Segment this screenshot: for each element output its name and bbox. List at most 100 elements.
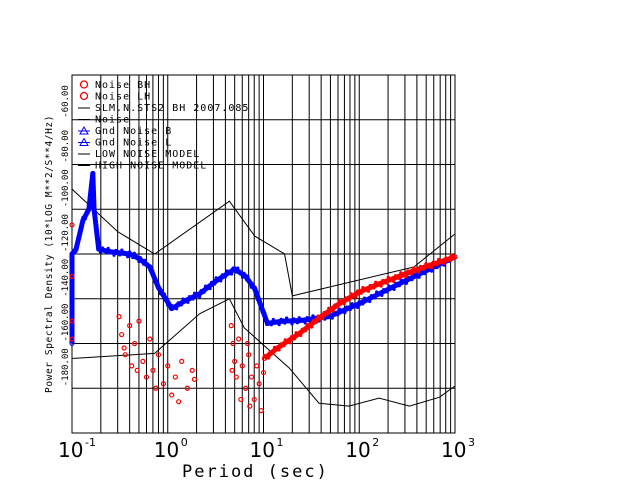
data-point [156,281,160,285]
data-point [106,246,110,250]
data-point [92,195,96,199]
data-point [384,281,389,285]
series-noise-bh [261,253,458,361]
data-point [258,298,262,303]
data-point [145,261,149,266]
data-point [147,336,153,342]
data-point [280,318,286,324]
data-point [404,281,409,285]
data-point [93,214,97,218]
x-axis-label: Period (sec) [182,462,329,480]
data-point [88,198,92,202]
data-point [70,262,74,266]
data-point [208,286,212,291]
model-curve [71,298,456,407]
data-point [79,229,83,233]
data-point [296,331,302,337]
x-tick-label: 10 [58,438,83,462]
data-point [274,345,280,351]
data-point [116,314,122,320]
legend-circle-icon [79,80,89,89]
x-tick-label: 10 [345,438,370,462]
data-point [169,392,175,398]
legend-label: Noise LH [95,92,151,103]
data-point [69,273,75,279]
data-point [70,290,74,294]
data-point [347,298,351,302]
data-point [261,355,267,361]
data-point [429,266,434,270]
data-point [368,299,372,304]
data-point [250,282,255,286]
data-point [80,222,85,226]
data-point [236,336,242,342]
data-point [271,351,275,356]
data-point [263,311,267,315]
y-axis-label: Power Spectral Density (10*LOG M**2/S**4… [44,115,55,393]
data-point [248,374,255,380]
model-curve [71,188,456,297]
data-point [243,274,248,278]
data-point [435,265,439,270]
data-point [70,311,74,315]
y-axis: -60.00 -80.00 -100.00 -120.00 -140.00 -160.00… [61,85,71,386]
data-point [409,272,414,276]
data-point [142,262,146,266]
data-point [92,200,96,204]
data-point [442,261,446,266]
data-point [129,363,135,369]
data-point [91,181,95,185]
data-point [76,243,80,247]
y-tick-label: -160.00 [61,304,71,342]
data-point [116,251,120,255]
data-point [134,254,138,258]
data-point [356,301,362,307]
data-point [155,352,162,358]
data-point [96,240,100,244]
data-point [182,298,188,304]
data-point [435,263,439,267]
data-point [336,313,340,317]
data-point [292,337,297,341]
data-point [325,312,329,316]
data-point [69,251,75,257]
data-point [143,258,147,262]
data-point [331,309,335,313]
data-point [95,231,99,235]
data-point [184,385,190,391]
data-point [228,323,234,329]
data-point [242,385,249,391]
data-point [258,408,264,414]
series-layer [69,170,458,414]
x-tick-exponent: 0 [181,436,188,449]
data-point [131,255,135,260]
data-point [213,278,219,284]
data-point [91,186,96,190]
data-point [277,323,281,327]
data-point [229,272,234,276]
data-point [70,325,74,329]
data-point [140,358,146,364]
data-point [160,381,166,387]
data-point [140,259,144,263]
data-point [127,251,133,257]
data-point [303,329,308,333]
data-point [153,385,159,391]
data-point [118,253,122,257]
data-point [169,306,175,312]
data-point [70,331,74,336]
data-point [69,336,75,342]
data-point [259,302,263,306]
data-point [143,374,150,380]
data-point [248,282,252,286]
data-point [237,269,241,273]
x-tick-exponent: 2 [372,436,379,449]
data-point [232,266,238,272]
data-point [147,264,153,270]
legend-label: Noise BH [95,80,151,91]
data-point [102,248,106,253]
data-point [430,269,434,273]
data-point [189,367,195,373]
data-point [119,331,125,338]
